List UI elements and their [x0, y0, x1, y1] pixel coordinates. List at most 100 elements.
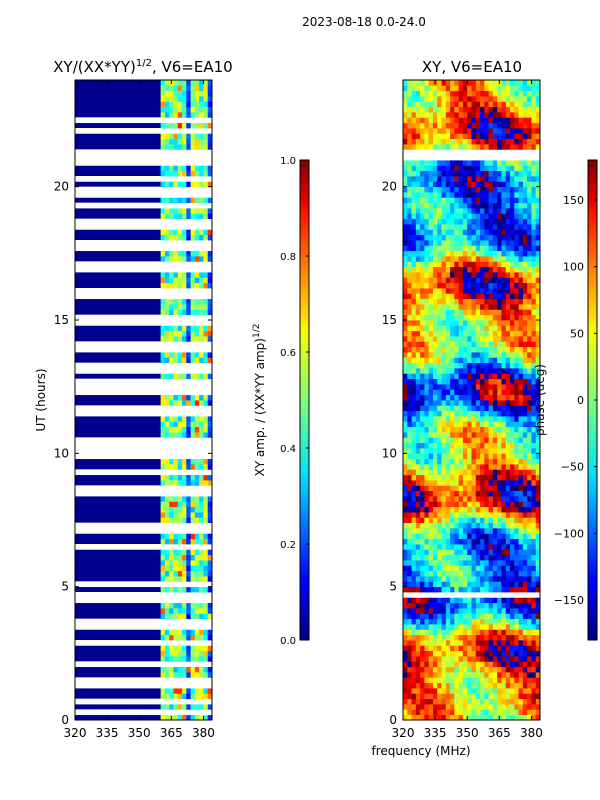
right-heatmap-cell	[403, 298, 408, 305]
right-heatmap-cell	[475, 256, 481, 262]
right-heatmap-cell	[518, 624, 524, 630]
right-heatmap-cell	[411, 570, 417, 577]
left-heatmap-cell	[199, 373, 204, 380]
left-heatmap-cell	[203, 714, 209, 720]
left-heatmap-cell	[186, 634, 191, 641]
right-heatmap-cell	[467, 586, 472, 593]
right-heatmap-cell	[428, 336, 434, 342]
right-heatmap-cell	[492, 666, 498, 673]
right-heatmap-cell	[411, 144, 417, 150]
right-heatmap-cell	[454, 490, 460, 497]
right-heatmap-cell	[484, 336, 490, 342]
right-heatmap-cell	[514, 544, 519, 550]
right-heatmap-cell	[475, 234, 481, 241]
left-heatmap-gap	[75, 448, 212, 454]
left-heatmap-cell	[199, 133, 204, 140]
right-heatmap-cell	[403, 586, 408, 593]
right-heatmap-cell	[445, 272, 451, 278]
right-heatmap-cell	[518, 661, 524, 668]
right-heatmap-cell	[432, 90, 438, 97]
right-heatmap-cell	[471, 506, 477, 513]
right-heatmap-cell	[432, 272, 438, 278]
right-heatmap-cell	[437, 666, 442, 673]
right-heatmap-cell	[415, 133, 421, 140]
right-heatmap-cell	[518, 282, 524, 289]
right-heatmap-cell	[505, 517, 511, 524]
right-heatmap-cell	[454, 554, 460, 561]
right-heatmap-cell	[492, 176, 498, 182]
right-heatmap-cell	[514, 565, 519, 572]
right-heatmap-cell	[467, 501, 472, 508]
right-heatmap-cell	[467, 624, 472, 630]
right-heatmap-cell	[407, 688, 412, 694]
right-heatmap-cell	[441, 224, 447, 230]
right-heatmap-cell	[445, 581, 451, 588]
right-heatmap-cell	[471, 112, 477, 118]
left-heatmap-cell	[169, 426, 174, 433]
right-heatmap-cell	[501, 384, 507, 390]
right-heatmap-cell	[527, 96, 532, 102]
right-heatmap-cell	[411, 688, 417, 694]
right-heatmap-cell	[535, 346, 540, 353]
right-heatmap-cell	[407, 261, 412, 268]
left-heatmap-gap	[75, 117, 212, 124]
right-heatmap-cell	[428, 560, 434, 566]
right-heatmap-cell	[445, 629, 451, 636]
right-heatmap-cell	[403, 709, 408, 716]
left-heatmap-cell	[177, 394, 183, 401]
right-heatmap-cell	[471, 304, 477, 310]
right-heatmap-cell	[420, 213, 425, 220]
right-heatmap-cell	[471, 608, 477, 614]
right-heatmap-cell	[424, 410, 430, 417]
right-heatmap-cell	[437, 106, 442, 113]
right-heatmap-cell	[518, 634, 524, 641]
left-heatmap-cell	[164, 714, 170, 720]
right-heatmap-cell	[424, 384, 430, 390]
right-heatmap-cell	[450, 496, 455, 502]
right-heatmap-cell	[407, 501, 412, 508]
right-heatmap-cell	[531, 565, 537, 572]
right-heatmap-cell	[471, 496, 477, 502]
right-heatmap-cell	[514, 138, 519, 145]
right-heatmap-cell	[420, 629, 425, 636]
right-heatmap-cell	[488, 549, 494, 556]
right-heatmap-cell	[471, 122, 477, 129]
right-heatmap-cell	[437, 170, 442, 177]
right-heatmap-cell	[420, 202, 425, 209]
left-heatmap-cell	[207, 704, 212, 710]
right-heatmap-cell	[454, 485, 460, 492]
right-heatmap-cell	[492, 384, 498, 390]
right-heatmap-cell	[522, 682, 528, 689]
right-heatmap-cell	[411, 160, 417, 166]
left-heatmap-cell	[207, 554, 212, 561]
right-heatmap-cell	[488, 304, 494, 310]
right-heatmap-cell	[403, 240, 408, 246]
right-heatmap-cell	[424, 554, 430, 561]
right-heatmap-cell	[458, 426, 464, 433]
right-heatmap-cell	[424, 682, 430, 689]
right-heatmap-cell	[518, 565, 524, 572]
left-heatmap-cell	[207, 213, 212, 220]
right-heatmap-cell	[492, 250, 498, 257]
left-heatmap-cell	[173, 576, 179, 582]
right-heatmap-cell	[441, 656, 447, 662]
right-heatmap-cell	[492, 517, 498, 524]
right-heatmap-cell	[411, 224, 417, 230]
right-heatmap-cell	[428, 320, 434, 326]
right-heatmap-cell	[535, 714, 540, 720]
right-heatmap-cell	[454, 240, 460, 246]
right-heatmap-cell	[424, 213, 430, 220]
right-heatmap-cell	[432, 362, 438, 369]
left-heatmap-gap	[75, 677, 212, 684]
right-heatmap-cell	[475, 389, 481, 396]
right-heatmap-cell	[484, 645, 490, 652]
right-heatmap-cell	[437, 469, 442, 476]
right-heatmap-cell	[445, 304, 451, 310]
left-heatmap-cell	[199, 106, 204, 113]
right-heatmap-cell	[462, 218, 468, 225]
right-heatmap-cell	[488, 373, 494, 380]
right-heatmap-cell	[411, 165, 417, 172]
right-heatmap-cell	[505, 400, 511, 406]
right-heatmap-cell	[501, 432, 507, 438]
